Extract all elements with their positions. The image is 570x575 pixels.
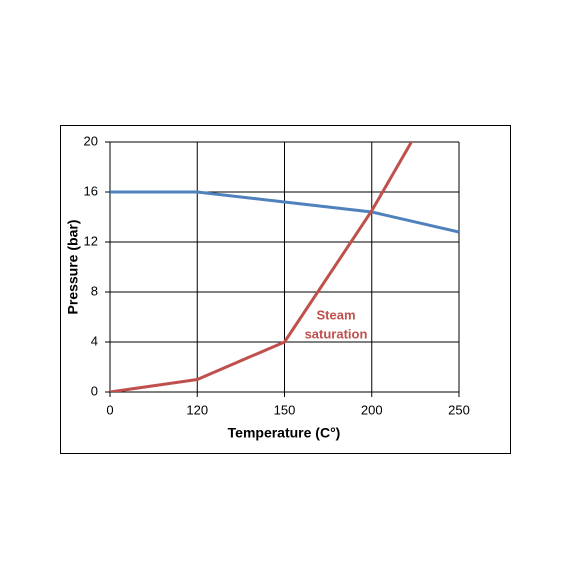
data-line: [110, 190, 459, 234]
annotation: saturation: [305, 326, 368, 341]
y-tick-label: 0: [91, 383, 98, 398]
x-tick-label: 0: [106, 402, 113, 417]
annotation: Steam: [316, 307, 355, 322]
y-axis-title: Pressure (bar): [65, 220, 81, 315]
chart-border: [60, 125, 511, 454]
y-tick-label: 20: [84, 133, 98, 148]
y-tick-label: 8: [91, 283, 98, 298]
y-tick-label: 16: [84, 183, 98, 198]
x-tick-label: 120: [186, 402, 208, 417]
x-tick-label: 250: [448, 402, 470, 417]
x-tick-label: 200: [361, 402, 383, 417]
x-tick-label: 150: [274, 402, 296, 417]
y-tick-label: 4: [91, 333, 98, 348]
x-axis-title: Temperature (C°): [228, 425, 341, 441]
data-line: [110, 142, 414, 392]
y-tick-label: 12: [84, 233, 98, 248]
